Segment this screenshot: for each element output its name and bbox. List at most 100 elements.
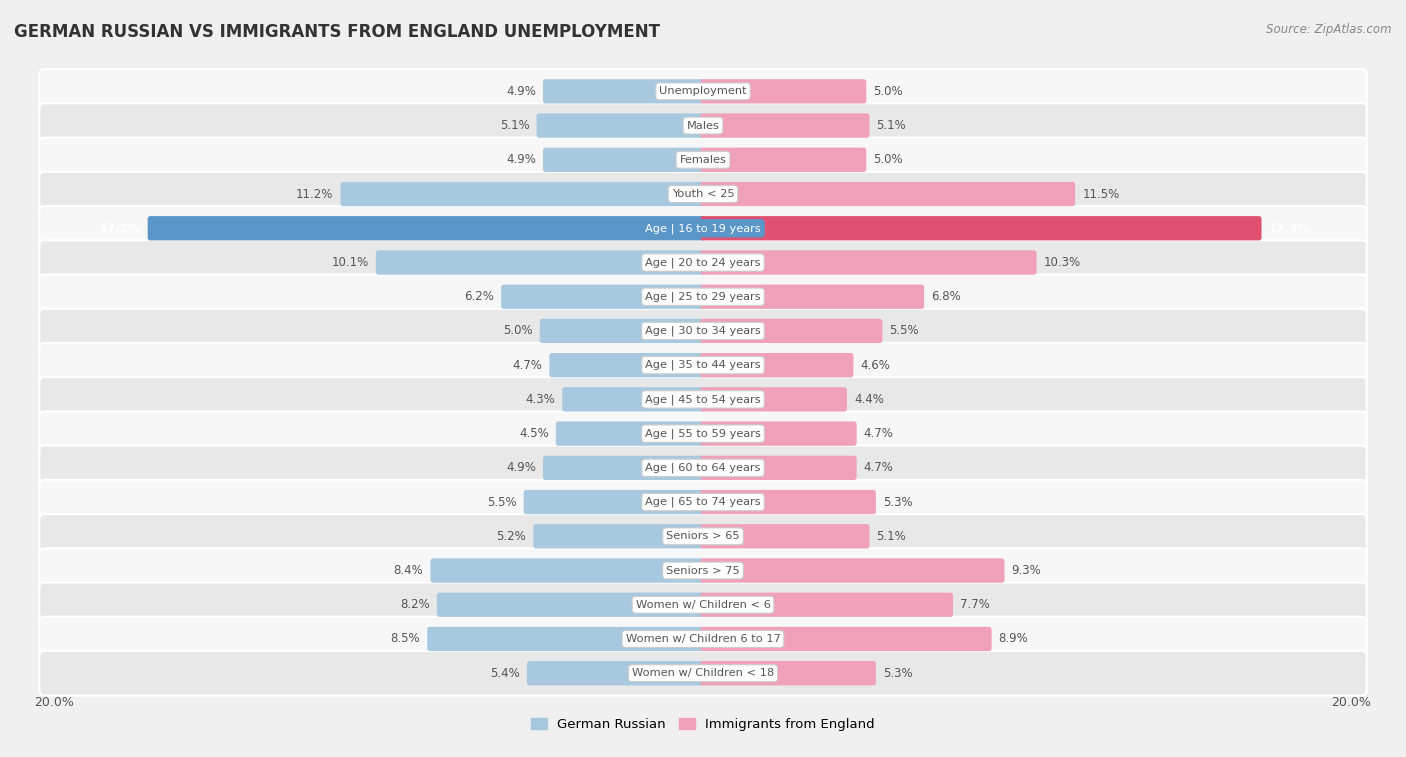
FancyBboxPatch shape [700,353,853,377]
Text: 11.2%: 11.2% [297,188,333,201]
FancyBboxPatch shape [527,661,706,685]
Text: 6.8%: 6.8% [931,290,960,304]
Text: 4.3%: 4.3% [526,393,555,406]
FancyBboxPatch shape [501,285,706,309]
FancyBboxPatch shape [555,422,706,446]
Legend: German Russian, Immigrants from England: German Russian, Immigrants from England [526,712,880,736]
FancyBboxPatch shape [437,593,706,617]
Text: 9.3%: 9.3% [1011,564,1042,577]
FancyBboxPatch shape [39,582,1367,627]
Text: 5.0%: 5.0% [503,325,533,338]
Text: 5.1%: 5.1% [876,119,907,132]
Text: 10.1%: 10.1% [332,256,368,269]
Text: 5.1%: 5.1% [499,119,530,132]
FancyBboxPatch shape [39,411,1367,456]
Text: 6.2%: 6.2% [464,290,494,304]
FancyBboxPatch shape [700,490,876,514]
Text: 17.2%: 17.2% [100,222,141,235]
FancyBboxPatch shape [39,69,1367,114]
FancyBboxPatch shape [39,104,1367,148]
Text: 4.7%: 4.7% [512,359,543,372]
Text: Age | 45 to 54 years: Age | 45 to 54 years [645,394,761,405]
FancyBboxPatch shape [700,79,866,104]
Text: 20.0%: 20.0% [1331,696,1371,709]
FancyBboxPatch shape [39,617,1367,661]
Text: Females: Females [679,155,727,165]
Text: 20.0%: 20.0% [35,696,75,709]
FancyBboxPatch shape [39,377,1367,422]
Text: Age | 65 to 74 years: Age | 65 to 74 years [645,497,761,507]
FancyBboxPatch shape [700,319,883,343]
Text: 7.7%: 7.7% [960,598,990,611]
FancyBboxPatch shape [700,524,869,549]
Text: 8.4%: 8.4% [394,564,423,577]
FancyBboxPatch shape [700,593,953,617]
Text: 8.2%: 8.2% [401,598,430,611]
Text: 4.6%: 4.6% [860,359,890,372]
FancyBboxPatch shape [430,559,706,583]
FancyBboxPatch shape [39,514,1367,559]
FancyBboxPatch shape [700,251,1036,275]
FancyBboxPatch shape [700,559,1004,583]
FancyBboxPatch shape [39,446,1367,490]
Text: Women w/ Children < 18: Women w/ Children < 18 [631,668,775,678]
FancyBboxPatch shape [700,182,1076,206]
Text: Youth < 25: Youth < 25 [672,189,734,199]
Text: Seniors > 75: Seniors > 75 [666,565,740,575]
Text: 5.1%: 5.1% [876,530,907,543]
Text: 10.3%: 10.3% [1043,256,1081,269]
Text: Unemployment: Unemployment [659,86,747,96]
Text: 4.5%: 4.5% [519,427,548,440]
Text: 4.7%: 4.7% [863,461,894,475]
FancyBboxPatch shape [537,114,706,138]
Text: 8.9%: 8.9% [998,633,1028,646]
Text: 5.3%: 5.3% [883,496,912,509]
Text: 5.5%: 5.5% [486,496,516,509]
Text: 4.9%: 4.9% [506,154,536,167]
FancyBboxPatch shape [39,309,1367,354]
FancyBboxPatch shape [39,275,1367,319]
Text: Women w/ Children < 6: Women w/ Children < 6 [636,600,770,609]
FancyBboxPatch shape [375,251,706,275]
Text: 4.4%: 4.4% [853,393,884,406]
Text: Age | 25 to 29 years: Age | 25 to 29 years [645,291,761,302]
Text: 11.5%: 11.5% [1083,188,1119,201]
Text: 4.9%: 4.9% [506,85,536,98]
FancyBboxPatch shape [543,79,706,104]
FancyBboxPatch shape [700,627,991,651]
FancyBboxPatch shape [700,388,846,412]
FancyBboxPatch shape [39,343,1367,388]
FancyBboxPatch shape [39,138,1367,182]
Text: Age | 35 to 44 years: Age | 35 to 44 years [645,360,761,370]
FancyBboxPatch shape [427,627,706,651]
Text: Males: Males [686,120,720,131]
Text: 5.0%: 5.0% [873,154,903,167]
FancyBboxPatch shape [540,319,706,343]
FancyBboxPatch shape [700,661,876,685]
Text: 4.7%: 4.7% [863,427,894,440]
Text: 5.0%: 5.0% [873,85,903,98]
Text: 17.3%: 17.3% [1268,222,1309,235]
FancyBboxPatch shape [562,388,706,412]
FancyBboxPatch shape [700,456,856,480]
FancyBboxPatch shape [523,490,706,514]
FancyBboxPatch shape [39,206,1367,251]
Text: GERMAN RUSSIAN VS IMMIGRANTS FROM ENGLAND UNEMPLOYMENT: GERMAN RUSSIAN VS IMMIGRANTS FROM ENGLAN… [14,23,659,41]
FancyBboxPatch shape [533,524,706,549]
FancyBboxPatch shape [340,182,706,206]
FancyBboxPatch shape [700,216,1261,241]
FancyBboxPatch shape [39,240,1367,285]
Text: 5.4%: 5.4% [491,667,520,680]
Text: 4.9%: 4.9% [506,461,536,475]
Text: Age | 30 to 34 years: Age | 30 to 34 years [645,326,761,336]
FancyBboxPatch shape [700,114,869,138]
Text: Age | 20 to 24 years: Age | 20 to 24 years [645,257,761,268]
FancyBboxPatch shape [700,285,924,309]
Text: Age | 60 to 64 years: Age | 60 to 64 years [645,463,761,473]
Text: 5.5%: 5.5% [890,325,920,338]
Text: 5.3%: 5.3% [883,667,912,680]
FancyBboxPatch shape [39,172,1367,217]
Text: Age | 16 to 19 years: Age | 16 to 19 years [645,223,761,233]
FancyBboxPatch shape [148,216,706,241]
FancyBboxPatch shape [543,148,706,172]
